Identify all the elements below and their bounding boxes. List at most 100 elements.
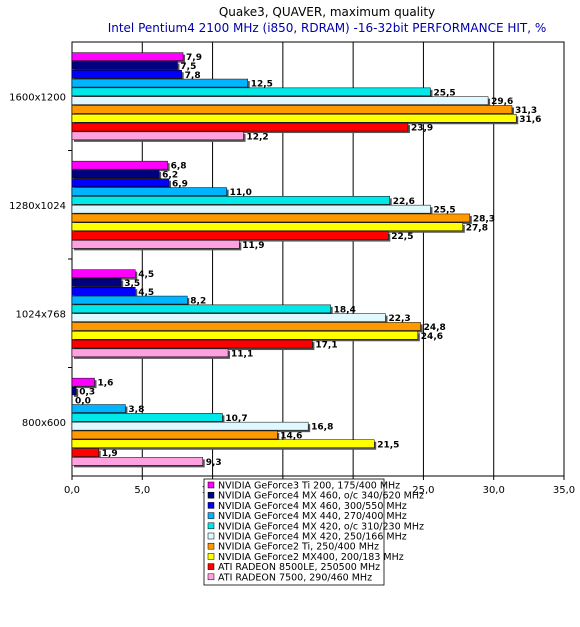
chart-subtitle: Intel Pentium4 2100 MHz (i850, RDRAM) -1… [108,21,547,35]
legend-swatch [207,502,215,509]
data-label: 3,8 [128,405,144,415]
chart-title: Quake3, QUAVER, maximum quality [219,5,435,19]
legend-label: NVIDIA GeForce4 MX 460, 300/550 MHz [218,501,407,512]
legend-swatch [207,491,215,499]
bar [71,196,390,205]
bar [71,448,99,457]
legend-label: NVIDIA GeForce2 MX400, 200/183 MHz [218,552,404,563]
bar [71,131,244,141]
legend-swatch [207,563,215,570]
bar [71,421,309,431]
bar [71,287,136,296]
data-label: 22,5 [391,232,413,242]
bar [71,222,464,231]
legend-swatch [207,532,215,540]
bar [71,331,419,340]
data-label: 22,6 [393,197,415,207]
legend-swatch [207,481,215,489]
data-label: 31,6 [519,115,541,125]
bar [71,295,188,305]
category-label: 1600x1200 [9,92,66,103]
data-label: 23,9 [411,124,433,134]
bar [71,457,203,466]
bar [71,404,126,413]
data-label: 14,6 [280,431,302,441]
legend-label: NVIDIA GeForce4 MX 420, 250/166 MHz [218,532,407,543]
data-label: 10,7 [225,414,247,424]
legend-swatch [207,573,215,581]
legend-label: NVIDIA GeForce4 MX 420, o/c 310/230 MHz [218,521,424,532]
data-label: 1,6 [97,379,113,389]
data-label: 11,9 [242,241,264,251]
bar [71,122,409,132]
data-label: 12,2 [246,132,268,142]
legend-label: ATI RADEON 7500, 290/460 MHz [218,572,372,583]
bar [71,240,240,249]
legend-label: NVIDIA GeForce4 MX 440, 270/400 MHz [218,511,407,522]
bar [71,269,136,278]
data-label: 6,8 [171,162,187,172]
bar [71,160,168,170]
legend-box [203,478,385,586]
bar [71,187,227,196]
legend-swatch [207,553,215,560]
legend-label: NVIDIA GeForce4 MX 460, o/c 340/620 MHz [218,491,424,502]
bar [71,96,489,105]
data-label: 11,0 [230,188,252,198]
data-label: 24,8 [424,323,446,333]
bar [71,114,517,123]
legend-label: NVIDIA GeForce2 Ti, 250/400 MHz [218,542,379,553]
data-label: 3,5 [124,279,140,289]
bar [71,377,95,387]
bar [71,213,471,223]
data-label: 25,5 [433,88,455,98]
data-label: 27,8 [466,223,488,233]
bar [71,70,182,79]
bar [71,348,229,358]
bar [71,304,331,314]
x-tick-label: 35,0 [553,485,575,496]
data-label: 4,5 [138,270,154,280]
data-label: 31,3 [515,106,537,116]
bar [71,430,278,440]
data-label: 6,2 [162,170,178,180]
legend-label: NVIDIA GeForce3 Ti 200, 175/400 MHz [218,481,400,492]
bar [71,52,184,61]
bar [71,413,223,422]
category-label: 800x600 [22,418,66,429]
x-tick-label: 5,0 [134,485,150,496]
bar [71,278,122,287]
category-label: 1024x768 [16,309,66,320]
data-label: 25,5 [433,206,455,216]
data-label: 21,5 [377,440,399,450]
data-label: 7,9 [186,53,202,63]
legend: NVIDIA GeForce3 Ti 200, 175/400 MHzNVIDI… [203,478,424,586]
data-label: 6,9 [172,179,188,189]
data-label: 29,6 [491,97,513,107]
legend-label: ATI RADEON 8500LE, 250500 MHz [218,562,380,573]
x-tick-label: 30,0 [483,485,505,496]
data-label: 1,9 [102,449,118,459]
bar [71,231,389,240]
data-label: 16,8 [311,423,333,433]
data-label: 17,1 [315,341,337,351]
bar [71,105,513,114]
data-label: 7,8 [185,71,201,81]
bar [71,204,431,214]
data-label: 4,5 [138,288,154,298]
data-label: 11,1 [231,349,253,359]
legend-swatch [207,522,215,530]
data-label: 7,5 [180,62,196,72]
bar [71,61,178,70]
x-tick-label: 25,0 [412,485,434,496]
data-label: 18,4 [334,305,356,315]
bar [71,386,77,396]
bar [71,169,160,179]
bar [71,78,248,88]
data-label: 28,3 [473,214,495,224]
data-label: 9,3 [206,458,222,468]
bar [71,313,386,322]
bar [71,322,421,331]
data-label: 8,2 [190,297,206,307]
